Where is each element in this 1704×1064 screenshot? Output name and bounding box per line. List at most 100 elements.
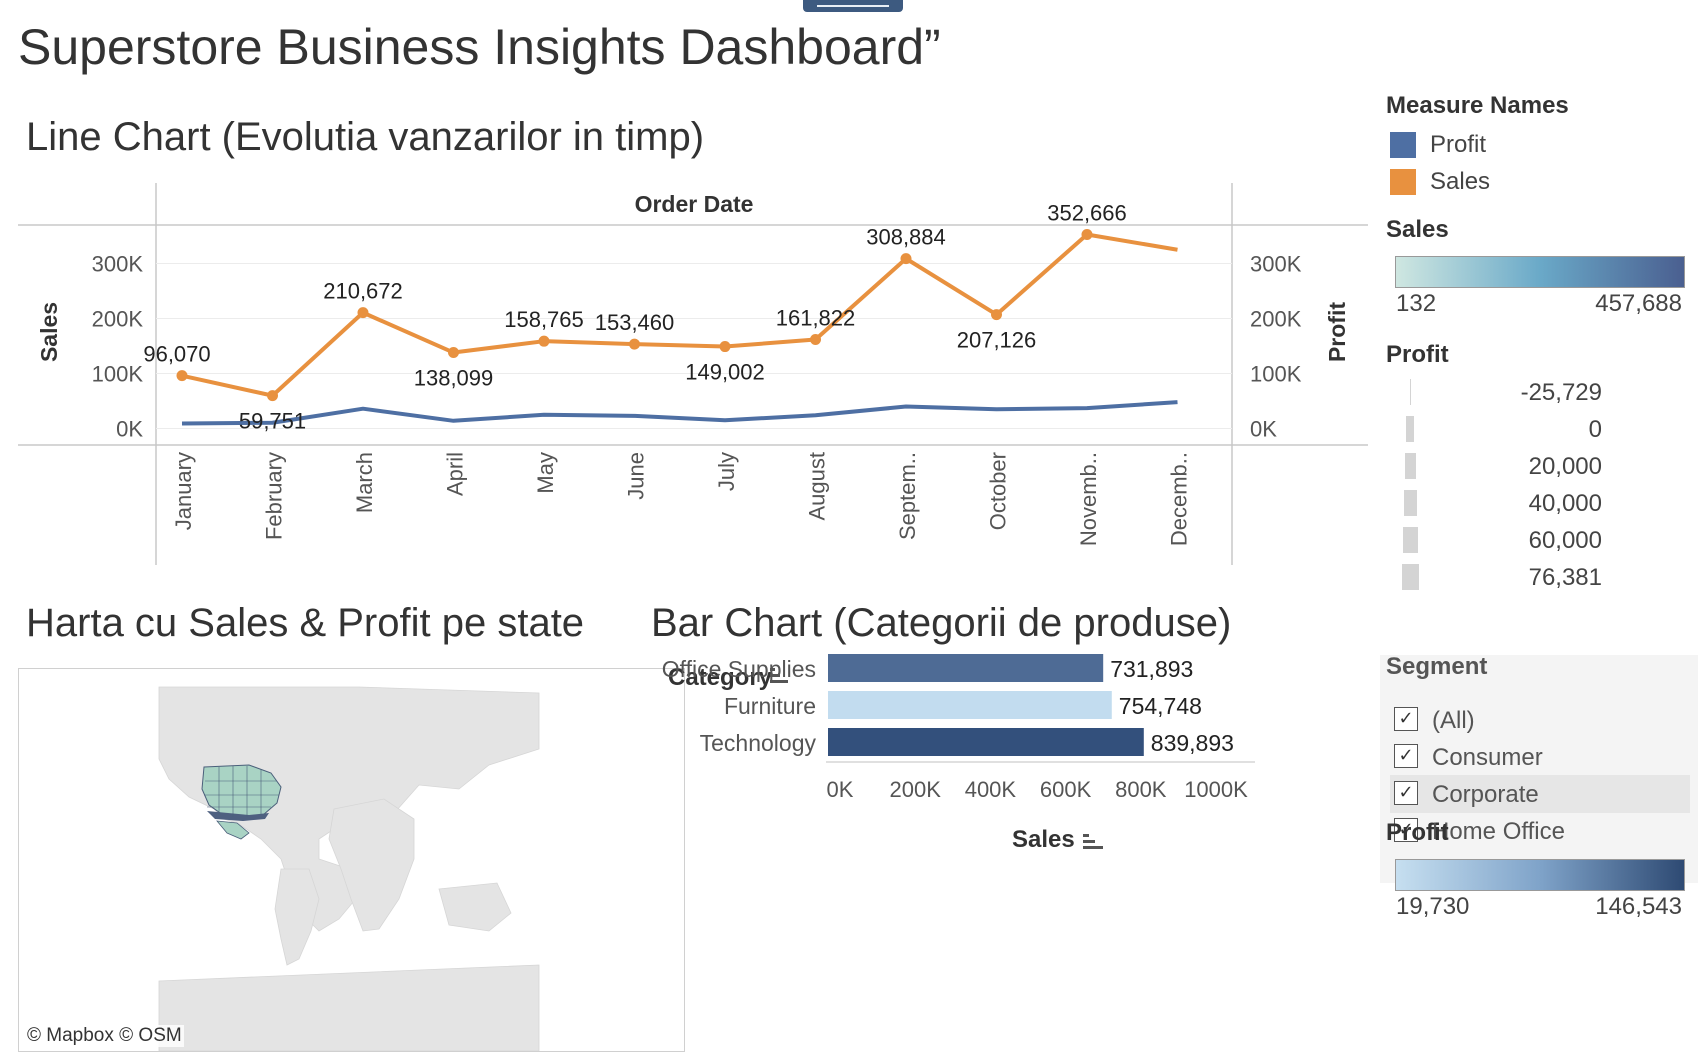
segment-option[interactable]: ✓ Consumer (1390, 738, 1690, 776)
sales-point[interactable] (267, 390, 278, 402)
legend-item-label: Profit (1430, 131, 1487, 158)
size-legend-label: 20,000 (1528, 453, 1602, 480)
segment-checkbox[interactable]: ✓ (1394, 707, 1418, 731)
y-tick-label: 100K (92, 362, 144, 387)
x-tick-label: January (171, 452, 196, 530)
australia-shape (438, 882, 512, 932)
sales-point[interactable] (719, 341, 731, 353)
size-legend-item: 76,381 (1401, 562, 1602, 592)
segment-option[interactable]: ✓ Home Office (1390, 812, 1690, 850)
category-bar[interactable] (828, 691, 1112, 719)
sales-point[interactable] (900, 253, 912, 265)
bar-value-label: 731,893 (1110, 656, 1193, 682)
usa-south-region (207, 811, 269, 821)
profit-max-label: 146,543 (1595, 893, 1682, 920)
size-legend-label: 40,000 (1528, 490, 1602, 517)
sales-data-label: 161,822 (776, 305, 856, 330)
profit-line[interactable] (181, 400, 1178, 426)
sales-sort-icon[interactable] (1082, 833, 1103, 849)
sales-point[interactable] (991, 309, 1002, 321)
sales-color-gradient[interactable] (1395, 256, 1685, 288)
line-chart-title: Line Chart (Evolutia vanzarilor in timp) (26, 115, 705, 159)
y-tick-label: 0K (116, 417, 143, 442)
size-mark (1404, 453, 1416, 479)
segment-option[interactable]: ✓ (All) (1390, 701, 1690, 739)
size-legend-item: 40,000 (1402, 488, 1602, 518)
category-label[interactable]: Technology (700, 730, 817, 756)
sales-data-label: 59,751 (239, 409, 306, 434)
world-map-graphic (158, 686, 540, 1051)
sales-point[interactable] (629, 338, 640, 350)
sales-data-label: 138,099 (414, 366, 494, 391)
x-tick-label: Novemb.. (1076, 452, 1101, 546)
size-mark (1403, 490, 1417, 516)
sales-point[interactable] (810, 333, 821, 345)
x-tick-label: June (624, 452, 649, 500)
segment-title: Segment (1386, 653, 1488, 680)
map-credit[interactable]: © Mapbox © OSM (25, 1025, 184, 1047)
mexico-region (216, 820, 250, 840)
segment-label: Home Office (1432, 818, 1565, 845)
category-label[interactable]: Office Supplies (662, 656, 816, 682)
sales-line[interactable] (181, 232, 1178, 398)
profit-color-gradient[interactable] (1395, 859, 1685, 891)
segment-option[interactable]: ✓ Corporate (1390, 775, 1690, 813)
sales-point[interactable] (448, 347, 459, 359)
bar-x-tick-label: 800K (1115, 777, 1167, 802)
sales-data-label: 149,002 (685, 360, 765, 385)
category-label[interactable]: Furniture (724, 693, 816, 719)
profit-axis-title: Profit (1324, 302, 1350, 362)
y2-tick-label: 200K (1250, 307, 1302, 332)
y2-tick-label: 0K (1250, 417, 1277, 442)
legend-item-label: Sales (1430, 168, 1491, 195)
sales-point[interactable] (176, 370, 188, 382)
map-title: Harta cu Sales & Profit pe state (26, 601, 585, 645)
size-mark (1402, 527, 1418, 553)
legend-sidebar: Measure Names Profit Sales Sales 132 457… (1380, 92, 1704, 1064)
y-tick-label: 300K (92, 252, 144, 277)
size-legend-label: 0 (1588, 416, 1602, 443)
size-legend-item: 20,000 (1402, 451, 1602, 481)
x-tick-label: October (986, 452, 1011, 530)
category-sort-icon[interactable] (770, 668, 788, 683)
sales-data-label: 210,672 (323, 279, 403, 304)
sales-data-label: 96,070 (143, 342, 210, 367)
top-tab-handle[interactable] (803, 0, 903, 12)
dashboard-title: Superstore Business Insights Dashboard” (18, 19, 941, 75)
sales-point[interactable] (538, 335, 550, 347)
y2-tick-label: 300K (1250, 252, 1302, 277)
category-bar[interactable] (828, 728, 1144, 756)
size-legend-item: 0 (1402, 414, 1602, 444)
bar-chart[interactable]: Category Office Supplies 731,893 Furniture… (650, 650, 1290, 900)
segment-checkbox[interactable]: ✓ (1394, 818, 1418, 842)
bar-x-tick-label: 600K (1040, 777, 1092, 802)
line-chart[interactable]: Order Date Sales Profit 0K 0K 100K 100K 200K… (0, 180, 1380, 600)
size-mark (1406, 416, 1414, 442)
segment-label: (All) (1432, 707, 1475, 734)
africa-shape (328, 798, 415, 932)
sales-data-label: 352,666 (1047, 201, 1127, 226)
x-tick-label: August (805, 452, 830, 521)
bar-x-tick-label: 400K (965, 777, 1017, 802)
y-tick-label: 200K (92, 307, 144, 332)
world-map[interactable]: © Mapbox © OSM (18, 668, 685, 1052)
bar-value-label: 839,893 (1151, 730, 1234, 756)
sales-min-label: 132 (1396, 290, 1437, 317)
category-header: Category (668, 664, 773, 691)
size-mark (1409, 379, 1411, 405)
south-america-shape (274, 868, 320, 966)
x-tick-label: Decemb.. (1167, 452, 1192, 546)
profit-swatch (1390, 132, 1416, 158)
sales-color-title: Sales (1386, 216, 1449, 243)
segment-filter[interactable]: Segment ✓ (All) ✓ Consumer ✓ Corporate ✓ Home O… (1380, 653, 1698, 883)
sales-point[interactable] (1081, 229, 1093, 241)
bar-value-label: 754,748 (1119, 693, 1202, 719)
segment-label: Consumer (1432, 744, 1543, 771)
segment-label: Corporate (1432, 781, 1539, 808)
order-date-header: Order Date (635, 191, 754, 217)
segment-checkbox[interactable]: ✓ (1394, 744, 1418, 768)
segment-checkbox[interactable]: ✓ (1394, 781, 1418, 805)
sales-point[interactable] (357, 307, 369, 319)
size-legend-label: 76,381 (1528, 564, 1602, 591)
category-bar[interactable] (828, 654, 1104, 682)
